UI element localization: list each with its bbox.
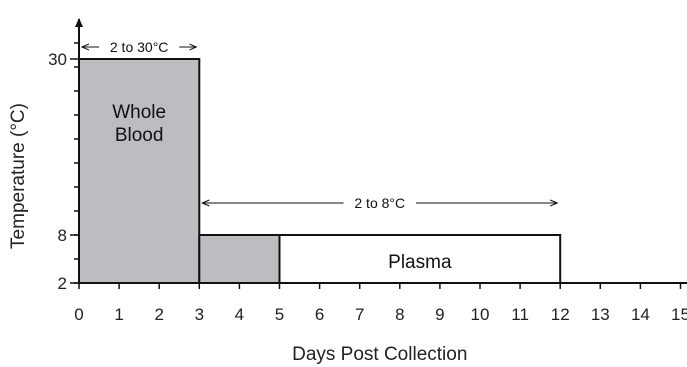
x-tick-label: 9	[435, 305, 444, 324]
x-tick-label: 3	[195, 305, 204, 324]
whole-blood-region-step	[78, 58, 201, 284]
x-tick-label: 10	[471, 305, 490, 324]
range-annotation-label: 2 to 30°C	[110, 39, 169, 55]
x-tick-label: 12	[551, 305, 570, 324]
x-tick-label: 13	[591, 305, 610, 324]
x-tick-label: 8	[395, 305, 404, 324]
whole-blood-label: Blood	[115, 125, 164, 146]
range-annotation-label: 2 to 8°C	[354, 195, 405, 211]
plasma-region-step	[278, 234, 562, 284]
x-tick-label: 15	[671, 305, 687, 324]
x-tick-label: 5	[275, 305, 284, 324]
x-axis-title: Days Post Collection	[292, 344, 467, 365]
y-axis-title: Temperature (°C)	[8, 103, 29, 249]
x-tick-label: 7	[355, 305, 364, 324]
whole-blood-region-step	[198, 234, 281, 284]
y-tick-label: 30	[48, 50, 67, 69]
x-tick-label: 11	[511, 305, 529, 324]
plasma-label: Plasma	[388, 252, 452, 273]
whole-blood-label: Whole	[112, 102, 166, 123]
x-tick-label: 2	[154, 305, 163, 324]
y-tick-label: 2	[58, 274, 67, 293]
y-tick-label: 8	[58, 226, 67, 245]
x-tick-label: 1	[114, 305, 123, 324]
x-tick-label: 6	[315, 305, 324, 324]
x-tick-label: 14	[631, 305, 650, 324]
x-tick-label: 4	[235, 305, 244, 324]
x-tick-label: 0	[74, 305, 83, 324]
